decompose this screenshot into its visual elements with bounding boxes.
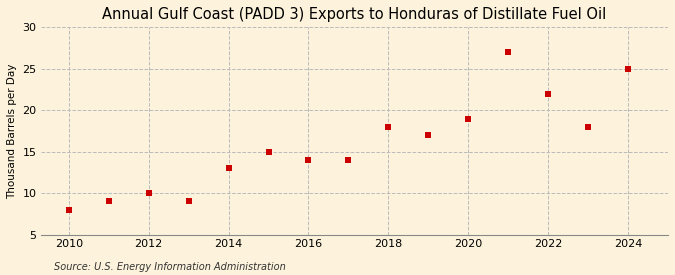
Point	[183, 199, 194, 204]
Point	[103, 199, 114, 204]
Point	[463, 116, 474, 121]
Point	[263, 150, 274, 154]
Title: Annual Gulf Coast (PADD 3) Exports to Honduras of Distillate Fuel Oil: Annual Gulf Coast (PADD 3) Exports to Ho…	[103, 7, 607, 22]
Point	[143, 191, 154, 195]
Point	[343, 158, 354, 162]
Text: Source: U.S. Energy Information Administration: Source: U.S. Energy Information Administ…	[54, 262, 286, 272]
Point	[63, 208, 74, 212]
Point	[383, 125, 394, 129]
Point	[543, 91, 554, 96]
Point	[303, 158, 314, 162]
Point	[623, 67, 634, 71]
Point	[223, 166, 234, 170]
Point	[583, 125, 593, 129]
Y-axis label: Thousand Barrels per Day: Thousand Barrels per Day	[7, 63, 17, 199]
Point	[503, 50, 514, 54]
Point	[423, 133, 434, 137]
